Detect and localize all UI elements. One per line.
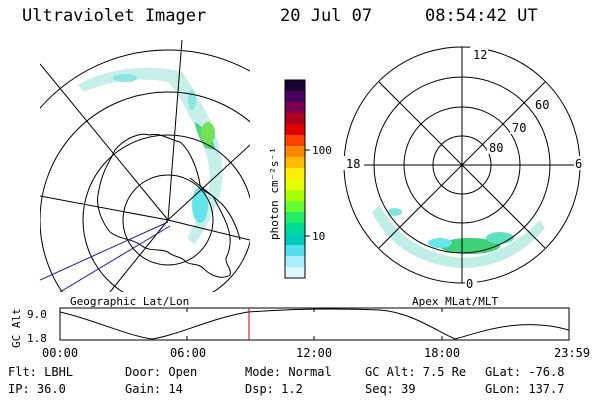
status-ip: IP: 36.0	[8, 382, 66, 396]
coastline	[97, 133, 231, 278]
colorbar-cell	[285, 234, 305, 246]
right-panel-caption: Apex MLat/MLT	[412, 295, 498, 308]
status-mode: Mode: Normal	[245, 365, 332, 379]
status-dsp: Dsp: 1.2	[245, 382, 303, 396]
colorbar-cell	[285, 124, 305, 136]
mlt-label-6: 6	[575, 157, 582, 171]
colorbar-cell	[285, 245, 305, 257]
timeline-xtick-1200: 12:00	[296, 346, 332, 360]
colorbar-gradient	[285, 80, 305, 279]
mlt-label-18: 18	[346, 157, 360, 171]
colorbar-cell	[285, 91, 305, 103]
magnetic-polar-plot: 12 18 6 0 60 70 80	[342, 46, 586, 291]
altitude-timeline: 9.0 1.8 GC Alt 00:00 06:00 12:00 18:00 2…	[10, 307, 590, 360]
status-gc-alt: GC Alt: 7.5 Re	[365, 365, 467, 379]
timeline-xtick-0000: 00:00	[42, 346, 78, 360]
geographic-map	[40, 40, 250, 292]
colorbar-cell	[285, 168, 305, 180]
mlt-label-0: 0	[466, 277, 473, 291]
status-glat: GLat: -76.8	[485, 365, 565, 379]
colorbar-cell	[285, 201, 305, 213]
colorbar-cell	[285, 113, 305, 125]
colorbar-cell	[285, 256, 305, 268]
altitude-curve	[60, 308, 569, 340]
observation-time: 08:54:42 UT	[425, 6, 538, 26]
mlt-label-12: 12	[473, 48, 487, 62]
colorbar: 100 10 photon cm⁻²s⁻¹	[268, 79, 332, 279]
colorbar-cell	[285, 146, 305, 158]
timeline-ylabel: GC Alt	[10, 308, 23, 348]
colorbar-cell	[285, 157, 305, 169]
timeline-ytick-top: 9.0	[27, 308, 47, 321]
colorbar-cell	[285, 80, 305, 92]
status-gain: Gain: 14	[125, 382, 183, 396]
colorbar-cell	[285, 267, 305, 279]
colorbar-tick-100: 100	[312, 144, 332, 157]
aurora-emission-left	[78, 67, 223, 245]
colorbar-tick-10: 10	[312, 230, 325, 243]
timeline-xtick-1800: 18:00	[424, 346, 460, 360]
timeline-ytick-bottom: 1.8	[27, 332, 47, 345]
colorbar-cell	[285, 190, 305, 202]
status-glon: GLon: 137.7	[485, 382, 565, 396]
left-panel-caption: Geographic Lat/Lon	[70, 295, 189, 308]
timeline-xtick-2359: 23:59	[554, 346, 590, 360]
colorbar-cell	[285, 102, 305, 114]
observation-date: 20 Jul 07	[280, 6, 373, 26]
status-seq: Seq: 39	[365, 382, 416, 396]
aurora-emission-right	[372, 205, 545, 268]
status-filter: Flt: LBHL	[8, 365, 74, 379]
timeline-xtick-0600: 06:00	[170, 346, 206, 360]
colorbar-cell	[285, 223, 305, 235]
colorbar-cell	[285, 179, 305, 191]
mlat-label-60: 60	[535, 98, 549, 112]
colorbar-unit-label: photon cm⁻²s⁻¹	[268, 147, 281, 240]
instrument-title: Ultraviolet Imager	[22, 6, 207, 26]
status-door: Door: Open	[125, 365, 198, 379]
mlat-label-80: 80	[489, 141, 503, 155]
mlat-label-70: 70	[512, 121, 526, 135]
colorbar-cell	[285, 212, 305, 224]
colorbar-cell	[285, 135, 305, 147]
